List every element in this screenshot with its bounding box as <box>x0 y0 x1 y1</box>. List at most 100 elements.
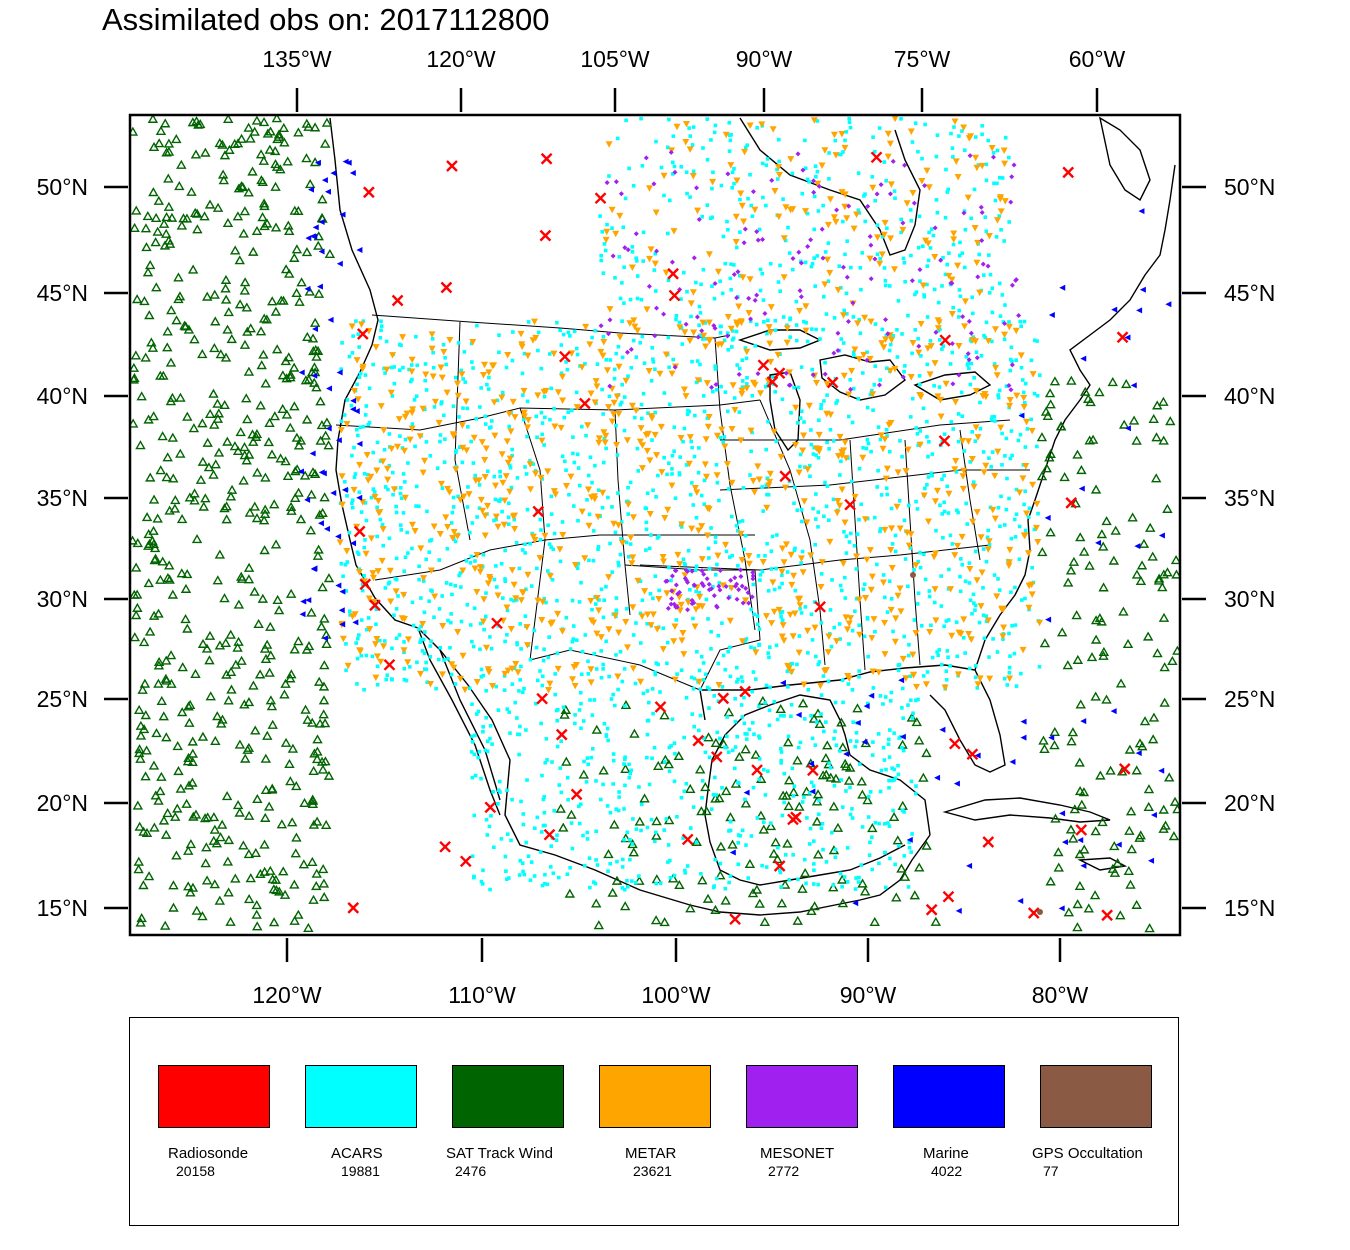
metar-marker <box>659 554 667 561</box>
acars-marker <box>438 433 443 437</box>
acars-marker <box>523 551 527 555</box>
metar-marker <box>473 678 481 686</box>
metar-marker <box>997 424 1005 432</box>
sat-track-wind-marker <box>315 435 326 445</box>
acars-marker <box>571 504 576 508</box>
metar-marker <box>1006 402 1014 410</box>
sat-track-wind-marker <box>306 607 317 617</box>
metar-marker <box>644 430 652 438</box>
metar-marker <box>882 475 890 483</box>
acars-marker <box>925 264 930 268</box>
acars-marker <box>538 850 543 854</box>
metar-marker <box>431 593 439 600</box>
metar-marker <box>960 467 968 475</box>
metar-marker <box>481 457 489 464</box>
acars-marker <box>573 721 577 726</box>
metar-marker <box>645 255 653 263</box>
metar-marker <box>973 509 981 516</box>
acars-marker <box>506 876 511 880</box>
metar-marker <box>670 638 678 645</box>
acars-marker <box>778 870 783 875</box>
metar-marker <box>842 455 850 462</box>
sat-track-wind-marker <box>133 704 145 715</box>
acars-marker <box>1007 631 1011 636</box>
acars-marker <box>1029 417 1033 422</box>
metar-marker <box>1028 591 1036 598</box>
left-lat-label: 15°N <box>37 895 88 921</box>
acars-marker <box>842 875 847 879</box>
sat-track-wind-marker <box>239 442 250 452</box>
acars-marker <box>390 470 395 475</box>
metar-marker <box>754 463 762 470</box>
metar-marker <box>456 496 464 504</box>
metar-marker <box>518 341 526 348</box>
acars-marker <box>812 256 816 260</box>
acars-marker <box>554 838 559 843</box>
acars-marker <box>685 191 689 196</box>
sat-track-wind-marker <box>243 449 255 459</box>
acars-marker <box>956 439 961 444</box>
sat-track-wind-marker <box>197 349 208 359</box>
sat-track-wind-marker <box>694 764 706 774</box>
sat-track-wind-marker <box>147 342 159 352</box>
acars-marker <box>997 175 1002 180</box>
acars-marker <box>627 775 632 780</box>
acars-marker <box>1019 365 1024 370</box>
acars-marker <box>598 214 602 218</box>
acars-marker <box>470 734 474 739</box>
sat-track-wind-marker <box>247 166 258 176</box>
metar-marker <box>595 607 603 614</box>
sat-track-wind-marker <box>1096 529 1108 539</box>
acars-marker <box>555 651 560 655</box>
metar-marker <box>891 365 899 373</box>
acars-marker <box>934 154 939 159</box>
acars-marker <box>480 564 485 569</box>
metar-marker <box>572 662 580 669</box>
metar-marker <box>444 524 452 531</box>
acars-marker <box>886 737 891 742</box>
acars-marker <box>916 149 920 154</box>
acars-marker <box>927 594 932 599</box>
sat-track-wind-marker <box>239 285 251 295</box>
sat-track-wind-marker <box>158 711 169 721</box>
acars-marker <box>730 345 734 349</box>
acars-marker <box>651 596 655 601</box>
acars-marker <box>375 664 380 669</box>
acars-marker <box>740 828 745 833</box>
acars-marker <box>795 421 800 425</box>
acars-marker <box>890 333 894 338</box>
mesonet-marker <box>867 234 873 240</box>
metar-marker <box>616 212 624 220</box>
acars-marker <box>677 320 682 325</box>
acars-marker <box>604 734 609 738</box>
acars-marker <box>887 449 892 454</box>
sat-track-wind-marker <box>155 370 166 380</box>
acars-marker <box>870 175 875 179</box>
metar-marker <box>343 421 351 428</box>
right-lat-label: 20°N <box>1224 790 1275 816</box>
acars-marker <box>630 879 634 883</box>
radiosonde-marker <box>440 281 453 294</box>
acars-marker <box>926 475 931 479</box>
metar-marker <box>980 469 988 476</box>
sat-track-wind-marker <box>270 181 281 191</box>
acars-marker <box>728 645 732 650</box>
sat-track-wind-marker <box>239 277 251 287</box>
sat-track-wind-marker <box>1147 734 1159 744</box>
sat-track-wind-marker <box>281 409 293 419</box>
metar-marker <box>670 228 678 235</box>
mesonet-marker <box>701 571 707 577</box>
metar-marker <box>419 405 427 413</box>
acars-marker <box>658 690 662 694</box>
acars-marker <box>783 853 788 857</box>
metar-marker <box>894 469 902 476</box>
bottom-tick-label: 90°W <box>840 982 897 1008</box>
metar-marker <box>1036 619 1044 627</box>
sat-track-wind-marker <box>161 732 172 742</box>
mesonet-marker <box>674 604 680 610</box>
acars-marker <box>857 674 861 679</box>
sat-track-wind-marker <box>1095 770 1106 780</box>
sat-track-wind-marker <box>136 391 147 401</box>
acars-marker <box>828 427 833 432</box>
sat-track-wind-marker <box>142 267 154 277</box>
